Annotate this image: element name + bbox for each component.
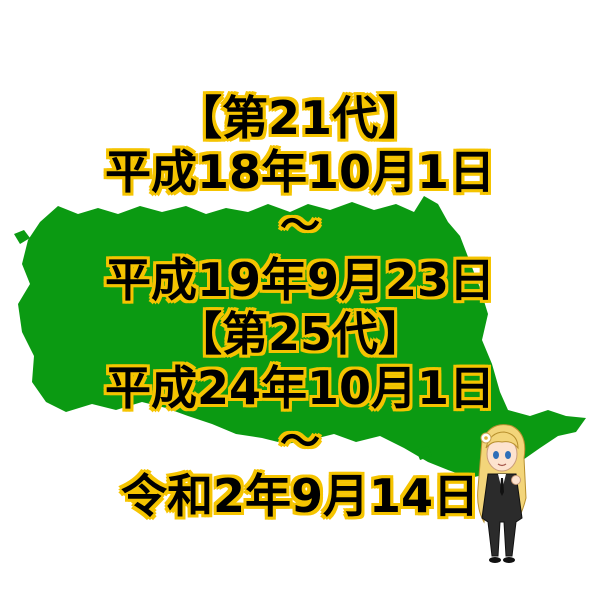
range-separator: ～ (280, 203, 320, 249)
character-eye (505, 451, 511, 459)
character-hand (511, 475, 521, 485)
term-start-date-second: 平成24年10月1日 (104, 361, 496, 415)
character-bangs (485, 431, 519, 450)
character-eye (493, 451, 499, 459)
flower-center (484, 436, 488, 440)
term-end-date-first: 平成19年9月23日 (104, 253, 496, 307)
character-suit (481, 473, 523, 557)
character-tie (500, 478, 504, 496)
term-heading-first: 【第21代】 (175, 91, 424, 145)
character-shoe (503, 557, 515, 563)
term-start-date-first: 平成18年10月1日 (104, 145, 496, 199)
character-mouth (497, 463, 507, 467)
term-end-date-second: 令和2年9月14日 (120, 469, 480, 523)
range-separator: ～ (280, 419, 320, 465)
term-heading-second: 【第25代】 (175, 307, 424, 361)
map-islet (416, 446, 432, 460)
character-illustration (477, 424, 527, 563)
map-islet (14, 230, 30, 244)
character-shoe (489, 557, 501, 563)
map-landmass (18, 196, 586, 478)
